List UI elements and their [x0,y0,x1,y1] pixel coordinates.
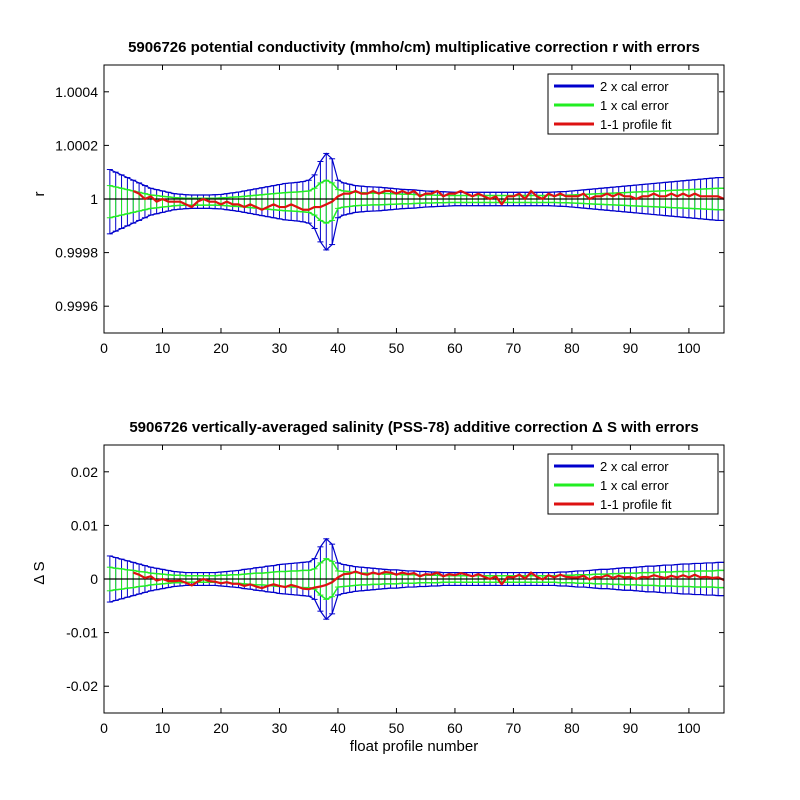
x-axis-label: float profile number [350,738,478,755]
x-tick-label: 80 [564,720,580,736]
x-tick-label: 20 [213,720,229,736]
x-tick-label: 60 [447,720,463,736]
salinity-correction-chart: 5906726 vertically-averaged salinity (PS… [31,419,725,755]
y-tick-label: -0.01 [66,625,98,641]
x-tick-label: 10 [155,340,171,356]
series-layer [104,537,724,621]
legend: 2 x cal error 1 x cal error 1-1 profile fi… [547,73,719,135]
legend-label: 1 x cal error [600,98,669,113]
x-tick-label: 40 [330,720,346,736]
legend-label: 2 x cal error [600,79,669,94]
x-tick-label: 0 [100,720,108,736]
legend-label: 1-1 profile fit [600,497,672,512]
profile-fit-line [132,570,724,591]
legend: 2 x cal error 1 x cal error 1-1 profile fi… [547,453,719,515]
y-tick-label: -0.02 [66,678,98,694]
x-tick-label: 100 [677,340,701,356]
chart-title: 5906726 potential conductivity (mmho/cm)… [128,39,700,56]
x-tick-label: 30 [272,340,288,356]
x-tick-label: 40 [330,340,346,356]
y-axis-label: Δ S [31,561,48,584]
x-tick-label: 90 [623,340,639,356]
x-tick-label: 0 [100,340,108,356]
x-tick-label: 80 [564,340,580,356]
x-tick-label: 70 [506,720,522,736]
x-tick-label: 70 [506,340,522,356]
x-tick-label: 60 [447,340,463,356]
two-x-cal-error-upper-line [109,152,724,196]
chart-title: 5906726 vertically-averaged salinity (PS… [129,419,698,436]
x-tick-label: 90 [623,720,639,736]
y-tick-label: 0.9998 [55,245,98,261]
two-x-cal-error-lower-line [109,584,724,621]
y-axis-label: r [31,192,48,197]
y-tick-label: 1.0004 [55,84,98,100]
x-tick-label: 30 [272,720,288,736]
y-tick-label: 1.0002 [55,137,98,153]
x-tick-label: 50 [389,340,405,356]
two-x-cal-error-upper-line [109,537,724,574]
x-tick-label: 20 [213,340,229,356]
legend-label: 1-1 profile fit [600,117,672,132]
one-x-cal-error-lower-line [109,201,724,224]
x-tick-label: 10 [155,720,171,736]
x-tick-label: 50 [389,720,405,736]
conductivity-correction-chart: 5906726 potential conductivity (mmho/cm)… [31,39,725,356]
two-x-cal-error-lower-line [109,205,724,251]
y-tick-label: 1 [90,191,98,207]
legend-label: 1 x cal error [600,478,669,493]
y-tick-label: 0 [90,571,98,587]
x-tick-label: 100 [677,720,701,736]
y-tick-label: 0.9996 [55,298,98,314]
series-layer [104,152,724,251]
y-tick-label: 0.02 [71,464,98,480]
y-tick-label: 0.01 [71,517,98,533]
profile-fit-line [132,189,724,211]
legend-label: 2 x cal error [600,459,669,474]
